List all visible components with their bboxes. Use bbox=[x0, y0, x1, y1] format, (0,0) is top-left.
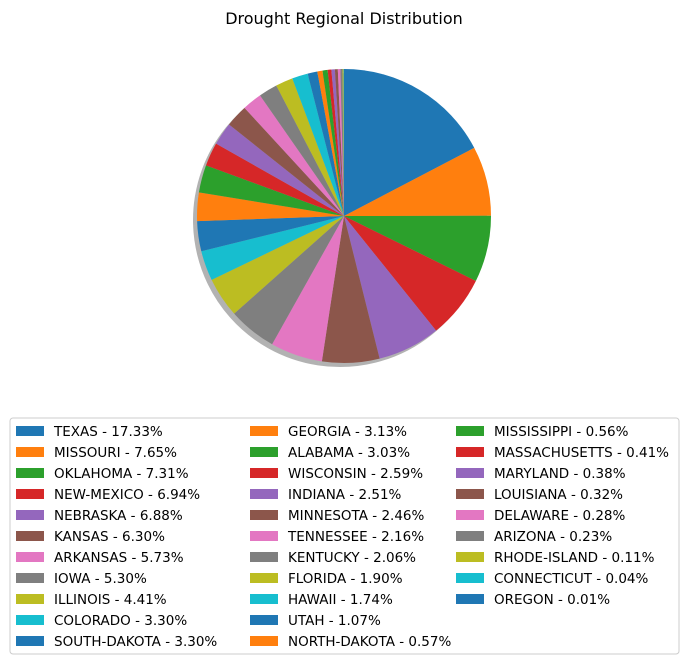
legend-entry-label: LOUISIANA - 0.32% bbox=[494, 487, 623, 503]
pie-slice bbox=[322, 69, 344, 217]
legend-swatch bbox=[456, 489, 484, 499]
legend-swatch bbox=[250, 510, 278, 520]
pie-slice bbox=[337, 69, 344, 216]
legend-swatch bbox=[250, 447, 278, 457]
pie-slice bbox=[344, 69, 475, 216]
legend-swatch bbox=[250, 468, 278, 478]
pie-slice bbox=[342, 69, 344, 216]
legend-swatch bbox=[250, 489, 278, 499]
legend-swatch bbox=[250, 552, 278, 562]
legend-swatch bbox=[16, 447, 44, 457]
legend-entry-label: FLORIDA - 1.90% bbox=[288, 571, 403, 587]
legend-swatch bbox=[16, 510, 44, 520]
legend-entry-label: MINNESOTA - 2.46% bbox=[288, 508, 424, 524]
legend-entry-label: GEORGIA - 3.13% bbox=[288, 424, 407, 440]
legend-swatch bbox=[250, 615, 278, 625]
legend-swatch bbox=[456, 552, 484, 562]
legend-swatch bbox=[16, 552, 44, 562]
legend-entry-label: MISSISSIPPI - 0.56% bbox=[494, 424, 629, 440]
legend-entry-label: NEBRASKA - 6.88% bbox=[54, 508, 183, 524]
legend-swatch bbox=[456, 468, 484, 478]
pie-slice bbox=[331, 69, 344, 216]
pie-slice bbox=[334, 69, 344, 216]
legend-swatch bbox=[250, 531, 278, 541]
legend-swatch bbox=[456, 447, 484, 457]
legend-entry-label: WISCONSIN - 2.59% bbox=[288, 466, 423, 482]
pie-slice bbox=[307, 71, 344, 216]
legend-entry-label: NEW-MEXICO - 6.94% bbox=[54, 487, 200, 503]
legend-items: TEXAS - 17.33% MISSOURI - 7.65% OKLAHOMA -… bbox=[16, 424, 669, 650]
pie-slices bbox=[197, 69, 491, 363]
legend-entry-label: ILLINOIS - 4.41% bbox=[54, 592, 167, 608]
pie-slice bbox=[272, 216, 344, 362]
pie-slice bbox=[216, 124, 344, 216]
pie-slice bbox=[327, 69, 344, 217]
pie-slice bbox=[344, 216, 476, 331]
legend-swatch bbox=[250, 573, 278, 583]
legend-entry-label: RHODE-ISLAND - 0.11% bbox=[494, 550, 655, 566]
pie-slice bbox=[340, 69, 344, 217]
legend-entry-label: KENTUCKY - 2.06% bbox=[288, 550, 416, 566]
legend-swatch bbox=[16, 636, 44, 646]
legend: TEXAS - 17.33% MISSOURI - 7.65% OKLAHOMA -… bbox=[9, 417, 680, 655]
legend-swatch bbox=[250, 594, 278, 604]
legend-swatch bbox=[16, 594, 44, 604]
chart-title: Drought Regional Distribution bbox=[225, 9, 463, 28]
pie-slice bbox=[198, 165, 344, 216]
legend-swatch bbox=[250, 426, 278, 436]
pie-slice bbox=[344, 216, 437, 359]
pie-slice bbox=[344, 215, 491, 281]
legend-entry-label: SOUTH-DAKOTA - 3.30% bbox=[54, 634, 217, 650]
legend-entry-label: ARKANSAS - 5.73% bbox=[54, 550, 184, 566]
pie-slice bbox=[211, 216, 344, 314]
legend-entry-label: IOWA - 5.30% bbox=[54, 571, 147, 587]
pie-slice bbox=[260, 85, 344, 216]
pie-slice bbox=[201, 216, 344, 280]
legend-entry-label: HAWAII - 1.74% bbox=[288, 592, 393, 608]
legend-swatch bbox=[456, 594, 484, 604]
legend-swatch bbox=[250, 636, 278, 646]
pie-slice bbox=[321, 216, 380, 363]
legend-swatch bbox=[16, 426, 44, 436]
legend-swatch bbox=[456, 426, 484, 436]
legend-entry-label: TENNESSEE - 2.16% bbox=[287, 529, 424, 545]
legend-swatch bbox=[16, 573, 44, 583]
pie-slice bbox=[244, 95, 344, 216]
legend-entry-label: TEXAS - 17.33% bbox=[53, 424, 163, 440]
pie-slice bbox=[234, 216, 344, 345]
legend-frame bbox=[9, 417, 680, 655]
legend-swatch bbox=[456, 573, 484, 583]
legend-entry-label: NORTH-DAKOTA - 0.57% bbox=[288, 634, 451, 650]
legend-entry-label: UTAH - 1.07% bbox=[288, 613, 381, 629]
legend-swatch bbox=[16, 615, 44, 625]
pie-slice bbox=[206, 143, 344, 216]
legend-entry-label: INDIANA - 2.51% bbox=[288, 487, 402, 503]
legend-swatch bbox=[456, 531, 484, 541]
legend-entry-label: CONNECTICUT - 0.04% bbox=[494, 571, 648, 587]
legend-entry-label: COLORADO - 3.30% bbox=[54, 613, 187, 629]
legend-swatch bbox=[16, 531, 44, 541]
legend-swatch bbox=[16, 468, 44, 478]
legend-entry-label: OREGON - 0.01% bbox=[494, 592, 610, 608]
legend-entry-label: MASSACHUSETTS - 0.41% bbox=[494, 445, 669, 461]
legend-swatch bbox=[456, 510, 484, 520]
legend-entry-label: ALABAMA - 3.03% bbox=[288, 445, 410, 461]
pie-slice bbox=[344, 147, 491, 216]
legend-entry-label: DELAWARE - 0.28% bbox=[494, 508, 626, 524]
pie-slice bbox=[292, 73, 344, 217]
legend-swatch bbox=[16, 489, 44, 499]
pie-slice bbox=[228, 107, 344, 216]
legend-entry-label: MARYLAND - 0.38% bbox=[494, 466, 626, 482]
pie-slice bbox=[276, 78, 344, 216]
pie-slice bbox=[197, 192, 344, 222]
legend-entry-label: ARIZONA - 0.23% bbox=[494, 529, 612, 545]
legend-entry-label: OKLAHOMA - 7.31% bbox=[54, 466, 189, 482]
legend-entry-label: KANSAS - 6.30% bbox=[54, 529, 165, 545]
legend-entry-label: MISSOURI - 7.65% bbox=[54, 445, 177, 461]
pie-slice bbox=[197, 216, 344, 252]
pie-slice bbox=[317, 70, 344, 216]
